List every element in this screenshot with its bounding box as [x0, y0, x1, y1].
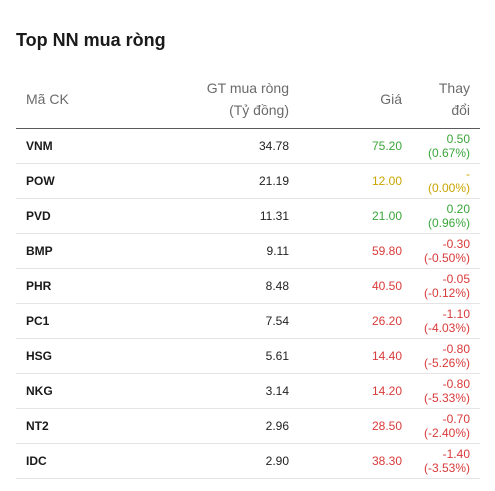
stock-code[interactable]: IDC: [16, 443, 124, 479]
price-change: 0.20 (0.96%): [412, 198, 480, 234]
table-row[interactable]: PVD 11.31 21.00 0.20 (0.96%): [16, 198, 480, 234]
net-buy-value: 2.96: [124, 408, 299, 444]
table-row[interactable]: VNM 34.78 75.20 0.50 (0.67%): [16, 128, 480, 164]
stock-code[interactable]: NKG: [16, 373, 124, 409]
stock-code[interactable]: NT2: [16, 408, 124, 444]
stock-code[interactable]: PHR: [16, 268, 124, 304]
net-buy-value: 34.78: [124, 128, 299, 164]
price: 75.20: [299, 128, 412, 164]
net-buy-value: 8.48: [124, 268, 299, 304]
header-row: Mã CK GT mua ròng (Tỷ đồng) Giá Thay đổi: [16, 70, 480, 129]
price: 12.00: [299, 163, 412, 199]
table-row[interactable]: NKG 3.14 14.20 -0.80 (-5.33%): [16, 373, 480, 409]
price-change: -0.80 (-5.26%): [412, 338, 480, 374]
price-change: -1.40 (-3.53%): [412, 443, 480, 479]
panel-title: Top NN mua ròng: [16, 30, 166, 50]
net-buy-value: 3.14: [124, 373, 299, 409]
header-code[interactable]: Mã CK: [16, 70, 124, 129]
price: 14.40: [299, 338, 412, 374]
net-buy-value: 11.31: [124, 198, 299, 234]
stock-code[interactable]: BMP: [16, 233, 124, 269]
header-change[interactable]: Thay đổi: [412, 70, 480, 129]
stock-code[interactable]: HSG: [16, 338, 124, 374]
table-row[interactable]: IDC 2.90 38.30 -1.40 (-3.53%): [16, 443, 480, 479]
stock-code[interactable]: PC1: [16, 303, 124, 339]
table-row[interactable]: POW 21.19 12.00- (0.00%): [16, 163, 480, 199]
header-net-buy-value-line1: GT mua ròng: [206, 80, 289, 96]
net-buy-value: 9.11: [124, 233, 299, 269]
price: 26.20: [299, 303, 412, 339]
header-net-buy-value-line2: (Tỷ đồng): [229, 102, 289, 118]
price: 28.50: [299, 408, 412, 444]
net-buy-table: Mã CK GT mua ròng (Tỷ đồng) Giá Thay đổi…: [16, 70, 480, 479]
net-buy-value: 2.90: [124, 443, 299, 479]
table-row[interactable]: PHR 8.48 40.50 -0.05 (-0.12%): [16, 268, 480, 304]
table-row[interactable]: PC1 7.54 26.20 -1.10 (-4.03%): [16, 303, 480, 339]
price-change: -0.70 (-2.40%): [412, 408, 480, 444]
price-change: 0.50 (0.67%): [412, 128, 480, 164]
net-buy-value: 21.19: [124, 163, 299, 199]
table-row[interactable]: NT2 2.96 28.50 -0.70 (-2.40%): [16, 408, 480, 444]
header-price[interactable]: Giá: [299, 70, 412, 129]
price-change: -1.10 (-4.03%): [412, 303, 480, 339]
price: 21.00: [299, 198, 412, 234]
price: 14.20: [299, 373, 412, 409]
net-buy-value: 7.54: [124, 303, 299, 339]
stock-code[interactable]: POW: [16, 163, 124, 199]
table-body: VNM 34.78 75.20 0.50 (0.67%) POW 21.19 12.00- …: [16, 128, 480, 479]
price-change: - (0.00%): [412, 163, 480, 199]
table-row[interactable]: BMP 9.11 59.80 -0.30 (-0.50%): [16, 233, 480, 269]
net-buy-value: 5.61: [124, 338, 299, 374]
table-header: Mã CK GT mua ròng (Tỷ đồng) Giá Thay đổi: [16, 70, 480, 129]
price-change: -0.30 (-0.50%): [412, 233, 480, 269]
price: 59.80: [299, 233, 412, 269]
stock-code[interactable]: VNM: [16, 128, 124, 164]
header-net-buy-value[interactable]: GT mua ròng (Tỷ đồng): [124, 70, 299, 129]
price-change: -0.80 (-5.33%): [412, 373, 480, 409]
stock-code[interactable]: PVD: [16, 198, 124, 234]
price: 38.30: [299, 443, 412, 479]
price: 40.50: [299, 268, 412, 304]
table-row[interactable]: HSG 5.61 14.40 -0.80 (-5.26%): [16, 338, 480, 374]
price-change: -0.05 (-0.12%): [412, 268, 480, 304]
